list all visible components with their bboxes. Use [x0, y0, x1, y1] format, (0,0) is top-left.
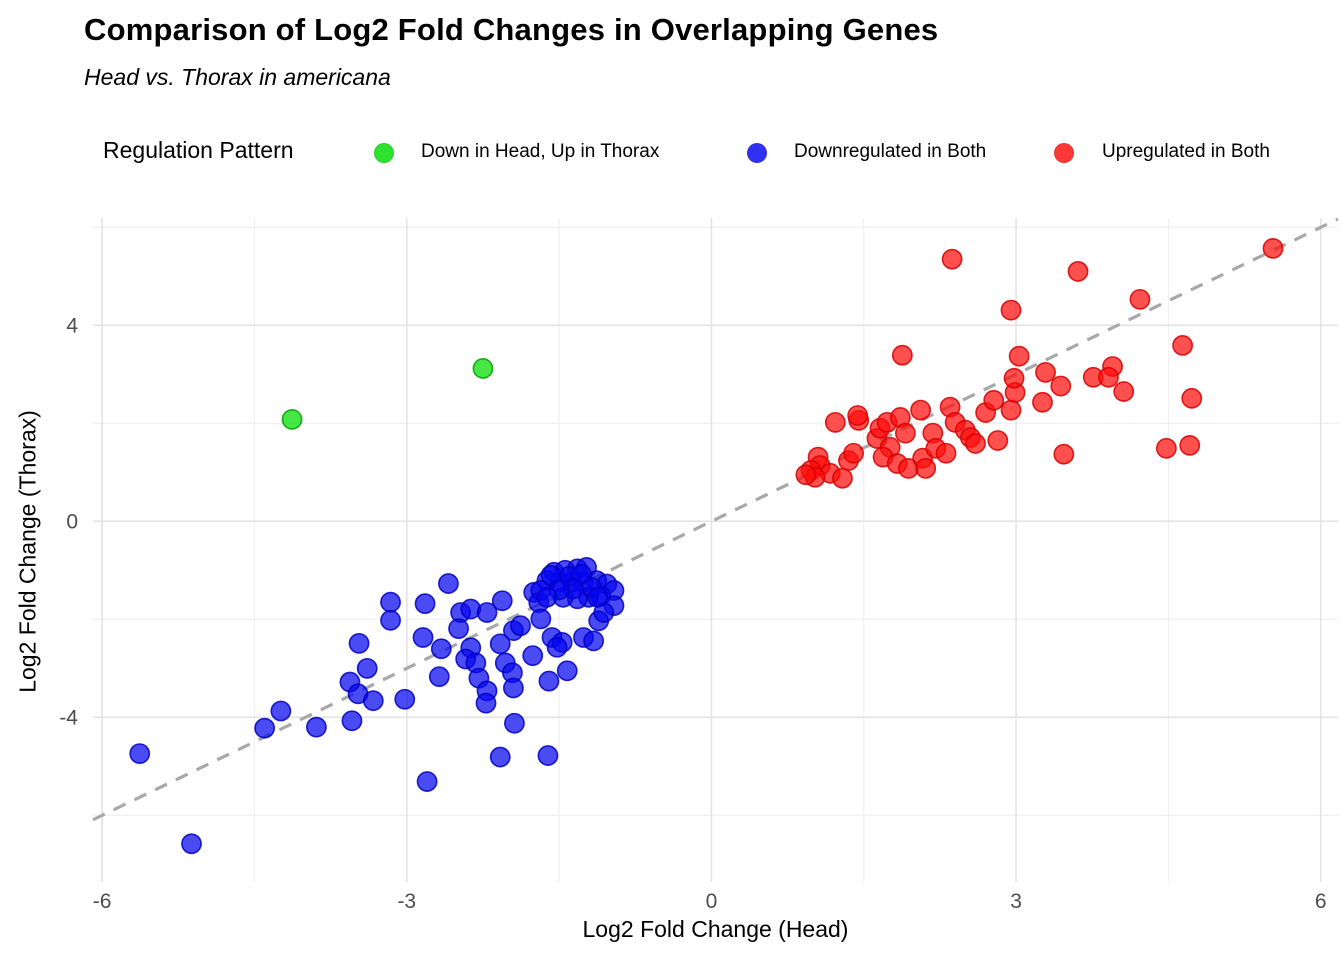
x-tick-label: 0 [706, 890, 718, 913]
data-point [583, 630, 605, 652]
legend-label-down-head-up-thorax: Down in Head, Up in Thorax [421, 141, 660, 162]
data-point [356, 657, 378, 679]
data-point [428, 666, 450, 688]
data-point [416, 771, 438, 792]
data-point [306, 716, 327, 738]
chart-subtitle: Head vs. Thorax in americana [84, 64, 391, 90]
legend-label-downregulated-both: Downregulated in Both [794, 141, 987, 162]
legend: Regulation Pattern Down in Head, Up in T… [0, 133, 1344, 171]
data-point [448, 618, 469, 640]
data-point [935, 442, 957, 464]
data-point [987, 430, 1009, 451]
data-point [254, 717, 276, 739]
data-point [129, 743, 151, 765]
x-tick-label: 3 [1010, 890, 1022, 913]
chart-title: Comparison of Log2 Fold Changes in Overl… [84, 12, 939, 47]
data-point [1000, 299, 1022, 321]
identity-line [92, 217, 1339, 822]
data-point [270, 700, 292, 722]
data-point [1172, 335, 1194, 356]
data-point [1262, 237, 1284, 259]
data-point [894, 422, 916, 444]
data-point [891, 344, 913, 366]
data-point [983, 389, 1005, 411]
data-point [847, 405, 869, 426]
data-point [1067, 261, 1089, 282]
data-point [1053, 443, 1075, 465]
data-point [510, 615, 531, 637]
data-point [504, 712, 525, 734]
y-tick-label: 0 [66, 510, 78, 533]
data-point [1181, 387, 1203, 409]
data-point [536, 586, 558, 608]
data-point [1000, 399, 1022, 421]
data-point [412, 627, 434, 648]
data-point [1035, 361, 1056, 383]
data-point [181, 833, 202, 855]
data-point [341, 710, 363, 732]
data-point [556, 660, 578, 682]
data-point [1179, 434, 1201, 456]
data-point [380, 609, 401, 631]
data-point [475, 692, 497, 714]
data-point [1050, 375, 1072, 397]
data-point [491, 590, 513, 612]
data-point [965, 433, 986, 454]
data-point [941, 248, 963, 270]
data-point [522, 645, 544, 667]
data-point [430, 638, 452, 660]
data-point [362, 690, 384, 712]
data-point [394, 688, 416, 710]
y-axis-title: Log2 Fold Change (Thorax) [14, 410, 41, 693]
data-point [438, 573, 459, 594]
data-point [1155, 437, 1177, 459]
data-point [538, 670, 560, 692]
data-point [380, 591, 401, 613]
data-point [476, 602, 498, 623]
x-tick-label: -6 [93, 890, 112, 913]
legend-dot-upregulated-both [1054, 143, 1074, 163]
data-point [915, 458, 937, 479]
data-point [503, 677, 524, 699]
data-point [824, 411, 846, 433]
legend-label-upregulated-both: Upregulated in Both [1102, 141, 1270, 162]
data-point [910, 399, 932, 421]
data-point [546, 636, 568, 658]
data-point [472, 358, 494, 379]
data-point [587, 586, 609, 608]
data-point [489, 633, 511, 655]
legend-dot-down-head-up-thorax [374, 143, 394, 163]
data-point [1008, 345, 1030, 367]
x-tick-label: 6 [1315, 890, 1327, 913]
data-point [489, 746, 511, 768]
data-point [537, 745, 559, 766]
data-point [1032, 391, 1053, 413]
legend-dot-downregulated-both [747, 143, 767, 163]
x-tick-label: -3 [397, 890, 416, 913]
data-point [530, 608, 552, 630]
data-point [348, 632, 370, 654]
legend-title: Regulation Pattern [103, 137, 294, 163]
data-point [1098, 366, 1119, 388]
y-tick-label: -4 [59, 706, 78, 729]
x-axis-title: Log2 Fold Change (Head) [582, 916, 849, 942]
y-tick-label: 4 [66, 314, 78, 337]
data-point [1129, 288, 1151, 310]
data-point [832, 467, 853, 489]
data-point [795, 464, 817, 486]
data-point [414, 593, 436, 615]
data-point [1113, 381, 1135, 402]
data-point [281, 409, 303, 430]
data-point [843, 442, 865, 464]
data-point [1003, 367, 1025, 389]
